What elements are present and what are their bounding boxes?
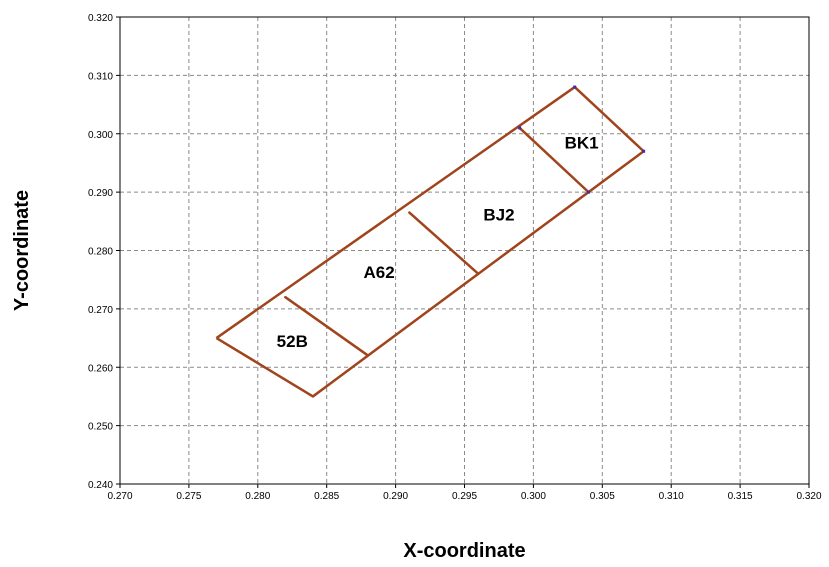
region-labels: 52B A62 BJ2 BK1: [277, 134, 599, 351]
region-label: BJ2: [483, 205, 514, 224]
x-tick-label: 0.275: [176, 491, 201, 502]
x-tick-label: 0.295: [452, 491, 477, 502]
y-tick-label: 0.260: [88, 363, 113, 374]
y-axis-ticks: 0.240 0.250 0.260 0.270 0.280 0.290 0.300 0.310…: [88, 13, 120, 491]
x-tick-label: 0.310: [659, 491, 684, 502]
vertex-markers: [518, 85, 646, 194]
divider-line: [408, 211, 480, 276]
y-tick-label: 0.250: [88, 422, 113, 433]
x-tick-label: 0.290: [383, 491, 408, 502]
x-tick-label: 0.270: [107, 491, 132, 502]
x-tick-label: 0.300: [521, 491, 546, 502]
y-tick-label: 0.270: [88, 305, 113, 316]
divider-line: [284, 295, 370, 357]
y-tick-label: 0.280: [88, 247, 113, 258]
y-tick-label: 0.300: [88, 130, 113, 141]
y-tick-label: 0.240: [88, 480, 113, 491]
vertex-marker: [642, 149, 646, 153]
vertex-marker: [518, 126, 522, 130]
x-tick-label: 0.315: [728, 491, 753, 502]
x-tick-label: 0.285: [314, 491, 339, 502]
vertex-marker: [587, 190, 591, 194]
y-tick-label: 0.290: [88, 188, 113, 199]
region-label: 52B: [277, 332, 308, 351]
y-axis-title: Y-coordinate: [11, 190, 33, 311]
y-tick-label: 0.310: [88, 71, 113, 82]
region-label: BK1: [565, 134, 599, 153]
x-axis-title: X-coordinate: [403, 540, 525, 562]
grid: [120, 17, 809, 484]
x-tick-label: 0.305: [590, 491, 615, 502]
y-tick-label: 0.320: [88, 13, 113, 24]
x-tick-label: 0.280: [245, 491, 270, 502]
divider-line: [518, 126, 590, 194]
region-outlines: [215, 85, 645, 398]
x-axis-ticks: 0.270 0.275 0.280 0.285 0.290 0.295 0.300 0.305…: [107, 484, 822, 502]
region-label: A62: [363, 263, 394, 282]
x-tick-label: 0.320: [796, 491, 821, 502]
vertex-marker: [573, 85, 577, 89]
